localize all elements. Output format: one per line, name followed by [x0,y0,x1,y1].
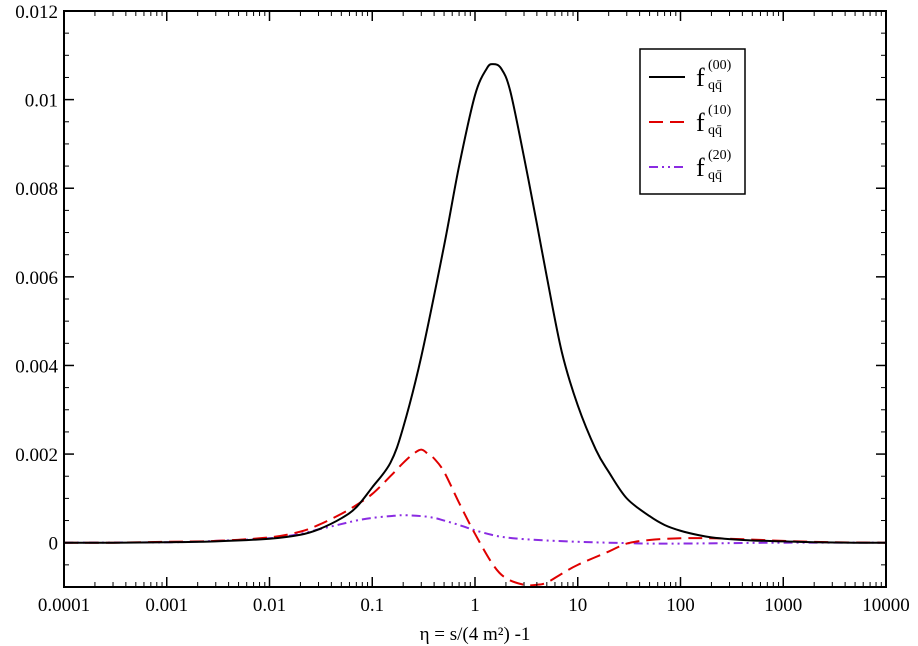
y-axis-tick-labels: 0 0.002 0.004 0.006 0.008 0.01 0.012 [15,2,58,555]
legend-label-subscript: qq̄ [708,168,722,183]
x-tick-label: 1000 [764,595,802,616]
legend-label-main: f [696,63,705,92]
x-tick-label: 0.001 [145,595,188,616]
series-line-10 [64,448,886,587]
legend-label-subscript: qq̄ [708,123,722,138]
legend-label-main: f [696,108,705,137]
legend-label-superscript: (10) [708,103,732,118]
y-tick-label: 0 [49,534,59,555]
legend-label-superscript: (20) [708,148,732,163]
x-axis-tick-labels: 0.0001 0.001 0.01 0.1 1 10 100 1000 10000 [38,595,910,616]
x-tick-label: 1 [470,595,480,616]
x-tick-label: 0.1 [360,595,384,616]
x-tick-label: 10 [568,595,587,616]
y-tick-label: 0.01 [25,91,58,112]
axis-ticks [63,10,887,588]
legend-label-main: f [696,153,705,182]
y-tick-label: 0.004 [15,356,58,377]
data-curves [64,63,886,587]
x-axis-title: η = s/(4 m²) -1 [420,624,531,645]
x-tick-label: 0.01 [253,595,286,616]
y-tick-label: 0.006 [15,268,58,289]
x-tick-label: 100 [666,595,695,616]
series-line-20 [64,514,886,545]
x-tick-label: 0.0001 [38,595,90,616]
y-tick-label: 0.012 [15,2,58,23]
legend-label-subscript: qq̄ [708,78,722,93]
series-line-00 [64,63,886,544]
x-tick-label: 10000 [862,595,910,616]
legend: f (00)qq̄f (10)qq̄f (20)qq̄ [639,48,746,195]
y-tick-label: 0.002 [15,445,58,466]
legend-label-superscript: (00) [708,58,732,73]
y-tick-label: 0.008 [15,179,58,200]
